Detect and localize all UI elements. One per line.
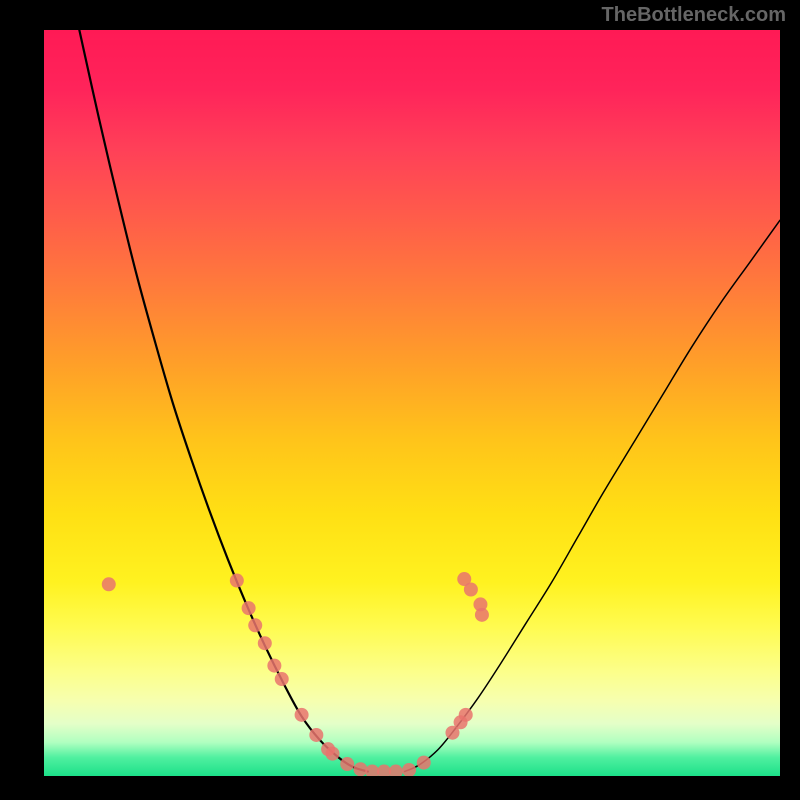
- marker-point: [340, 757, 354, 771]
- watermark-text: TheBottleneck.com: [602, 4, 786, 27]
- marker-point: [230, 574, 244, 588]
- marker-point: [417, 756, 431, 770]
- marker-point: [258, 636, 272, 650]
- scatter-markers: [102, 572, 489, 776]
- marker-point: [248, 618, 262, 632]
- marker-point: [102, 577, 116, 591]
- marker-point: [326, 747, 340, 761]
- marker-point: [389, 765, 403, 776]
- plot-area: [44, 30, 780, 776]
- marker-point: [267, 659, 281, 673]
- right-curve: [405, 220, 780, 771]
- marker-point: [353, 762, 367, 776]
- marker-point: [475, 608, 489, 622]
- marker-point: [242, 601, 256, 615]
- left-curve: [79, 30, 368, 772]
- marker-point: [402, 763, 416, 776]
- marker-point: [275, 672, 289, 686]
- chart-svg: [44, 30, 780, 776]
- marker-point: [309, 728, 323, 742]
- marker-point: [464, 583, 478, 597]
- marker-point: [295, 708, 309, 722]
- marker-point: [459, 708, 473, 722]
